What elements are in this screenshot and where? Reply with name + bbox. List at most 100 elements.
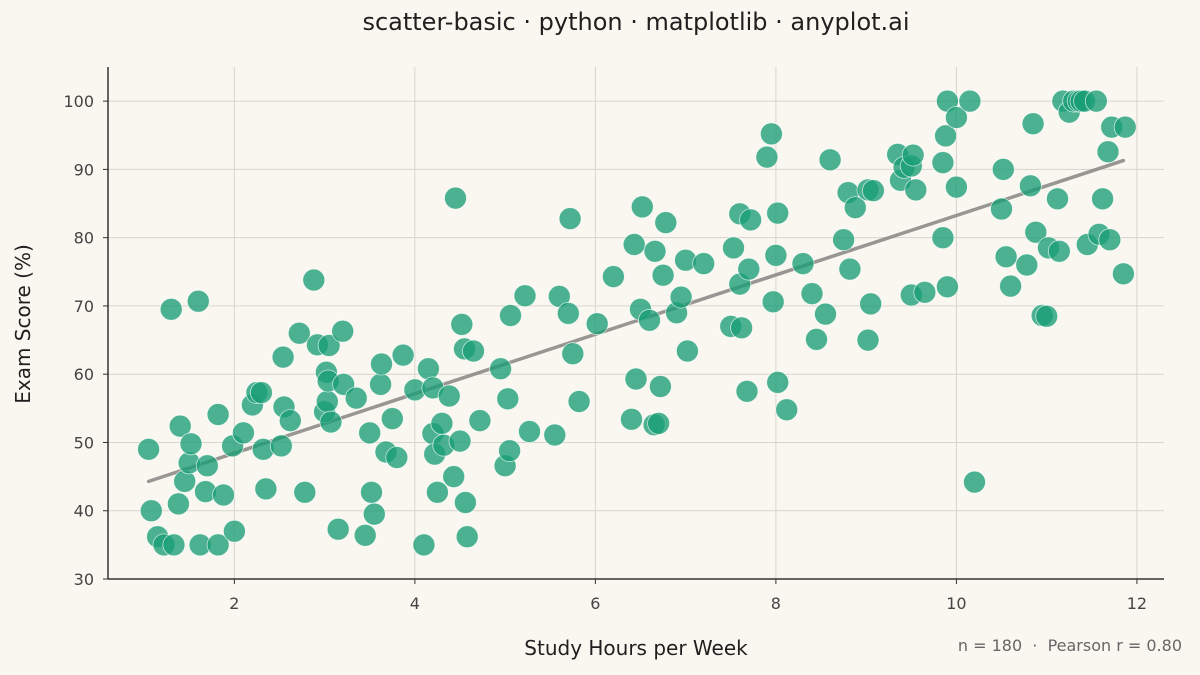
scatter-point bbox=[638, 308, 661, 332]
scatter-point bbox=[1019, 174, 1042, 198]
scatter-point bbox=[317, 334, 341, 357]
scatter-point bbox=[231, 421, 255, 445]
stats-annotation: n = 180 · Pearson r = 0.80 bbox=[958, 636, 1182, 655]
scatter-point bbox=[416, 357, 440, 381]
scatter-point bbox=[442, 465, 466, 489]
scatter-point bbox=[838, 257, 862, 281]
y-tick-label: 60 bbox=[74, 365, 94, 384]
scatter-point bbox=[1113, 115, 1137, 139]
scatter-point bbox=[391, 343, 415, 367]
y-axis-label: Exam Score (%) bbox=[11, 244, 35, 404]
scatter-point bbox=[1098, 228, 1122, 252]
scatter-point bbox=[195, 454, 219, 478]
scatter-point bbox=[496, 387, 520, 411]
scatter-point bbox=[166, 492, 190, 516]
scatter-point bbox=[913, 280, 937, 304]
scatter-point bbox=[162, 533, 186, 557]
scatter-point bbox=[766, 370, 790, 394]
scatter-point bbox=[800, 282, 824, 306]
scatter-point bbox=[737, 257, 761, 281]
scatter-point bbox=[453, 491, 477, 514]
scatter-point bbox=[287, 321, 311, 345]
scatter-point bbox=[904, 178, 928, 202]
scatter-point bbox=[994, 245, 1018, 269]
scatter-point bbox=[764, 243, 788, 267]
scatter-point bbox=[254, 477, 278, 501]
scatter-point bbox=[585, 312, 609, 336]
scatter-point bbox=[739, 208, 762, 232]
scatter-point bbox=[669, 285, 693, 309]
scatter-point bbox=[722, 236, 745, 260]
scatter-point bbox=[353, 523, 377, 547]
scatter-point bbox=[818, 148, 842, 172]
scatter-point bbox=[468, 409, 492, 433]
scatter-point bbox=[649, 375, 672, 398]
axes: 2 4 6 8 10 12 30 40 50 60 70 80 90 100 bbox=[63, 67, 1164, 613]
scatter-point bbox=[206, 403, 230, 426]
scatter-point bbox=[775, 398, 799, 422]
scatter-point bbox=[602, 265, 625, 289]
x-tick-label: 6 bbox=[590, 594, 600, 613]
scatter-point bbox=[624, 367, 648, 391]
scatter-point bbox=[1084, 89, 1108, 113]
scatter-point bbox=[1024, 220, 1048, 244]
scatter-point bbox=[1015, 253, 1039, 277]
scatter-point bbox=[991, 157, 1015, 181]
scatter-point bbox=[945, 106, 968, 129]
scatter-point bbox=[222, 519, 246, 543]
scatter-point bbox=[862, 179, 885, 203]
scatter-point bbox=[331, 319, 355, 343]
scatter-point bbox=[692, 252, 716, 276]
y-tick-label: 100 bbox=[63, 92, 94, 111]
scatter-point bbox=[358, 421, 382, 445]
scatter-point bbox=[620, 407, 643, 431]
scatter-point bbox=[814, 302, 837, 326]
x-tick-label: 12 bbox=[1127, 594, 1147, 613]
scatter-point bbox=[139, 499, 163, 523]
scatter-point bbox=[843, 196, 867, 220]
scatter-point bbox=[249, 381, 273, 405]
scatter-point bbox=[179, 432, 203, 456]
scatter-point bbox=[1046, 187, 1069, 211]
y-tick-label: 80 bbox=[74, 229, 94, 248]
scatter-point bbox=[567, 390, 591, 413]
scatter-point bbox=[448, 429, 472, 453]
scatter-point bbox=[931, 226, 955, 250]
scatter-point bbox=[206, 533, 230, 557]
scatter-point bbox=[832, 228, 855, 252]
scatter-point bbox=[499, 304, 522, 327]
x-tick-label: 10 bbox=[946, 594, 966, 613]
scatter-point bbox=[278, 409, 302, 433]
trend-line bbox=[146, 158, 1126, 484]
scatter-point bbox=[489, 357, 513, 381]
scatter-point bbox=[676, 339, 699, 363]
scatter-point bbox=[1047, 239, 1071, 263]
scatter-point bbox=[805, 327, 828, 351]
scatter-point bbox=[1021, 112, 1045, 136]
scatter-point bbox=[766, 201, 790, 225]
x-axis-label: Study Hours per Week bbox=[524, 636, 748, 660]
scatter-point bbox=[622, 233, 646, 256]
scatter-point bbox=[315, 390, 339, 413]
scatter-point bbox=[934, 124, 957, 148]
y-tick-label: 90 bbox=[74, 160, 94, 179]
scatter-point bbox=[901, 143, 925, 167]
scatter-point bbox=[543, 423, 567, 447]
scatter-point bbox=[1096, 140, 1120, 164]
scatter-point bbox=[137, 437, 161, 461]
scatter-point bbox=[561, 342, 585, 366]
scatter-point bbox=[936, 275, 959, 299]
scatter-point bbox=[444, 186, 467, 210]
scatter-point bbox=[945, 175, 968, 199]
scatter-point bbox=[859, 292, 883, 316]
scatter-point bbox=[370, 352, 393, 376]
scatter-point bbox=[498, 439, 522, 463]
scatter-point bbox=[271, 345, 295, 369]
scatter-point bbox=[430, 411, 454, 435]
scatter-point bbox=[425, 480, 449, 504]
scatter-point bbox=[791, 252, 815, 276]
scatter-point bbox=[856, 328, 880, 352]
scatter-point bbox=[450, 312, 474, 336]
scatter-point bbox=[963, 470, 986, 494]
